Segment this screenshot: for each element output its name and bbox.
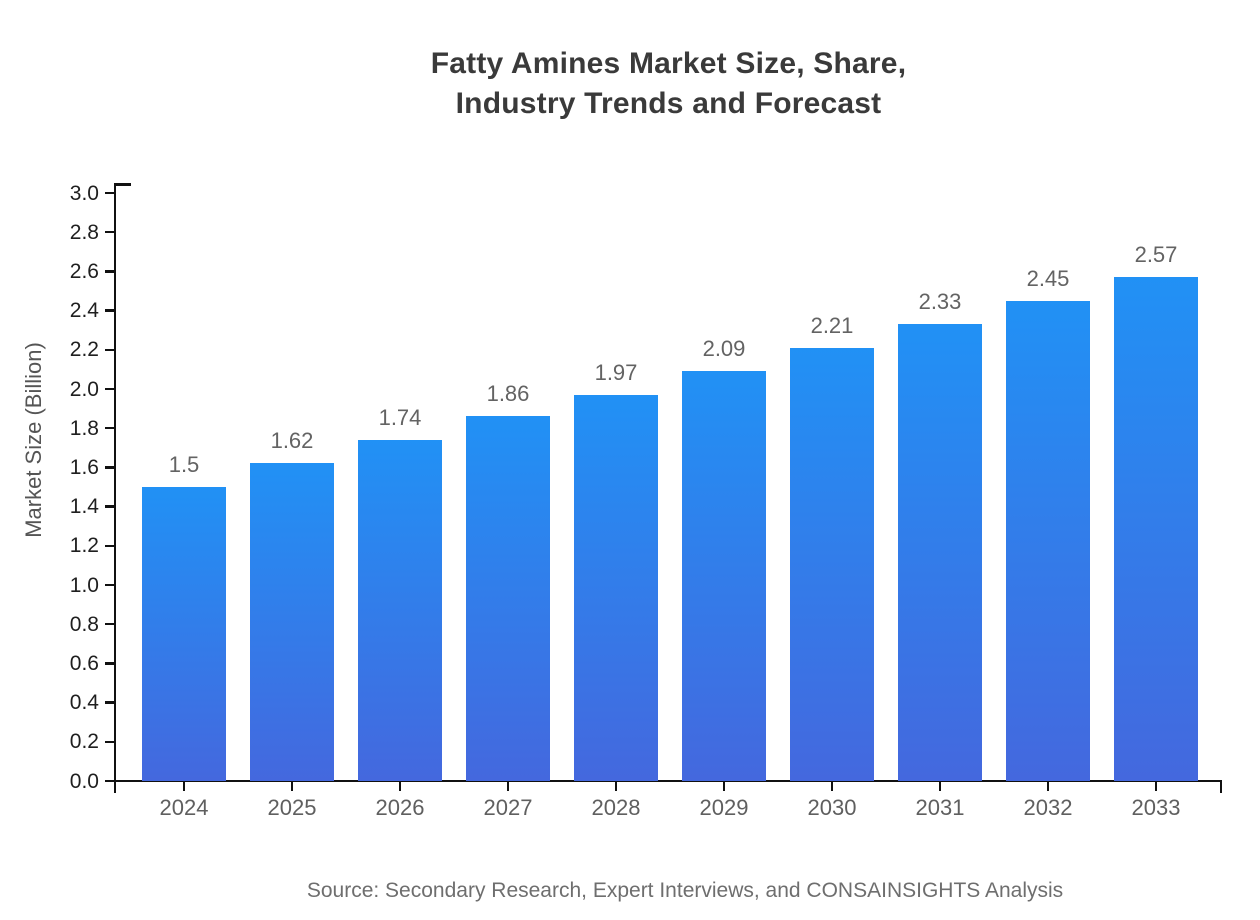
x-axis-line	[114, 779, 1222, 783]
y-tick-mark	[105, 505, 115, 508]
y-tick-mark	[105, 544, 115, 548]
x-tick-mark	[722, 781, 726, 791]
y-tick-label: 1.8	[69, 416, 99, 440]
bar-value-label: 1.5	[168, 452, 200, 477]
y-axis-end-cap	[115, 183, 131, 186]
y-tick-label: 2.6	[69, 259, 99, 283]
y-tick-mark	[105, 426, 115, 430]
bar-value-label: 1.62	[270, 428, 314, 454]
bar-2030	[790, 347, 874, 781]
x-tick-mark	[290, 781, 294, 791]
x-tick-label: 2027	[483, 795, 533, 820]
x-tick-mark	[614, 781, 618, 791]
bar-2033	[1114, 277, 1198, 781]
x-tick-label: 2029	[699, 795, 749, 820]
source-note: Source: Secondary Research, Expert Inter…	[306, 879, 1064, 902]
bar-2032	[1006, 300, 1090, 781]
x-tick-label: 2028	[591, 795, 641, 820]
y-tick-label: 0.4	[69, 691, 99, 715]
x-tick-mark	[506, 781, 510, 791]
y-axis-line	[113, 183, 117, 793]
x-tick-label: 2030	[807, 795, 857, 820]
y-tick-mark	[105, 348, 115, 352]
y-tick-mark	[105, 779, 115, 783]
bar-value-label: 1.86	[486, 381, 530, 407]
bar-2027	[466, 416, 550, 781]
bar-2028	[574, 394, 658, 781]
y-tick-label: 0.0	[69, 769, 99, 793]
x-tick-label: 2025	[267, 795, 317, 820]
y-tick-mark	[105, 270, 115, 273]
y-tick-label: 2.4	[69, 299, 99, 323]
x-tick-mark	[398, 781, 402, 791]
y-tick-label: 0.8	[69, 612, 99, 636]
y-tick-label: 1.6	[69, 455, 99, 479]
x-tick-mark	[1154, 781, 1158, 791]
bar-2031	[898, 324, 982, 781]
bar-2024	[142, 487, 226, 781]
y-tick-label: 0.2	[69, 730, 99, 754]
bar-value-label: 1.74	[378, 404, 422, 430]
bar-value-label: 1.97	[594, 359, 638, 385]
x-tick-mark	[938, 781, 942, 791]
x-tick-label: 2026	[375, 795, 425, 820]
bar-2025	[250, 463, 334, 781]
y-tick-mark	[105, 662, 115, 665]
y-tick-mark	[105, 740, 115, 744]
x-tick-label: 2033	[1131, 795, 1181, 820]
bar-value-label: 2.09	[702, 336, 746, 362]
y-tick-label: 2.0	[69, 377, 99, 401]
y-tick-mark	[105, 387, 115, 391]
y-tick-mark	[105, 191, 115, 195]
y-tick-mark	[105, 466, 115, 469]
bar-value-label: 2.33	[918, 289, 962, 315]
bar-2029	[682, 371, 766, 781]
y-tick-label: 1.0	[69, 573, 99, 597]
bar-value-label: 2.45	[1026, 265, 1070, 291]
y-tick-mark	[105, 622, 115, 626]
bar-value-label: 2.21	[810, 312, 854, 338]
y-tick-label: 2.8	[69, 220, 99, 244]
y-tick-label: 0.6	[69, 651, 99, 675]
chart-title: Fatty Amines Market Size, Share, Industr…	[430, 47, 907, 120]
x-axis-end-cap	[1219, 781, 1222, 793]
bar-value-label: 2.57	[1134, 242, 1178, 268]
x-tick-label: 2024	[159, 795, 209, 820]
y-tick-label: 1.2	[69, 534, 99, 558]
bar-2026	[358, 439, 442, 781]
y-tick-mark	[105, 701, 115, 704]
y-tick-mark	[105, 583, 115, 587]
y-tick-mark	[105, 309, 115, 312]
x-tick-mark	[830, 781, 834, 791]
x-tick-mark	[1046, 781, 1050, 791]
x-tick-mark	[182, 781, 186, 791]
y-tick-label: 2.2	[69, 338, 99, 362]
y-tick-label: 3.0	[69, 181, 99, 205]
y-tick-label: 1.4	[69, 495, 99, 519]
y-tick-mark	[105, 230, 115, 234]
x-tick-label: 2031	[915, 795, 965, 820]
x-tick-label: 2032	[1023, 795, 1073, 820]
